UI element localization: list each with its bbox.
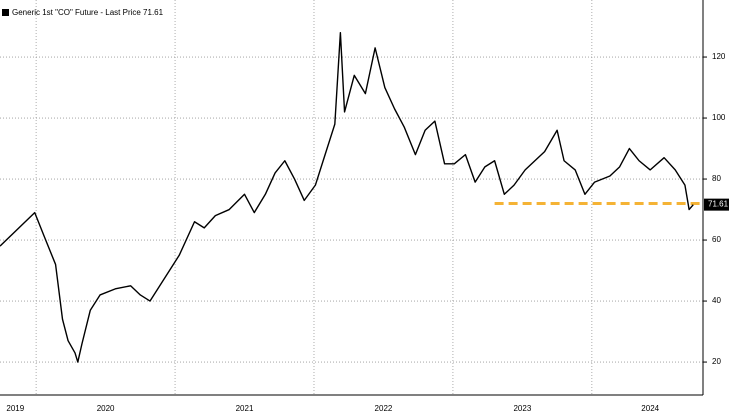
- y-tick-label: 40: [712, 296, 721, 305]
- last-price-tag: [704, 198, 729, 211]
- legend-label: Generic 1st "CO" Future - Last Price 71.…: [12, 8, 164, 17]
- y-tick-label: 60: [712, 235, 721, 244]
- y-tick-label: 20: [712, 357, 721, 366]
- x-tick-label: 2021: [236, 404, 254, 413]
- x-tick-label: 2022: [375, 404, 393, 413]
- y-tick-label: 100: [712, 113, 726, 122]
- x-tick-label: 2023: [513, 404, 531, 413]
- x-tick-label: 2024: [641, 404, 659, 413]
- y-tick-label: 80: [712, 174, 721, 183]
- last-price-label: 71.61: [708, 200, 729, 209]
- y-tick-label: 120: [712, 52, 726, 61]
- x-tick-label: 2020: [97, 404, 115, 413]
- price-line: [0, 31, 694, 363]
- x-tick-label: 2019: [6, 404, 24, 413]
- legend-swatch: [2, 9, 9, 16]
